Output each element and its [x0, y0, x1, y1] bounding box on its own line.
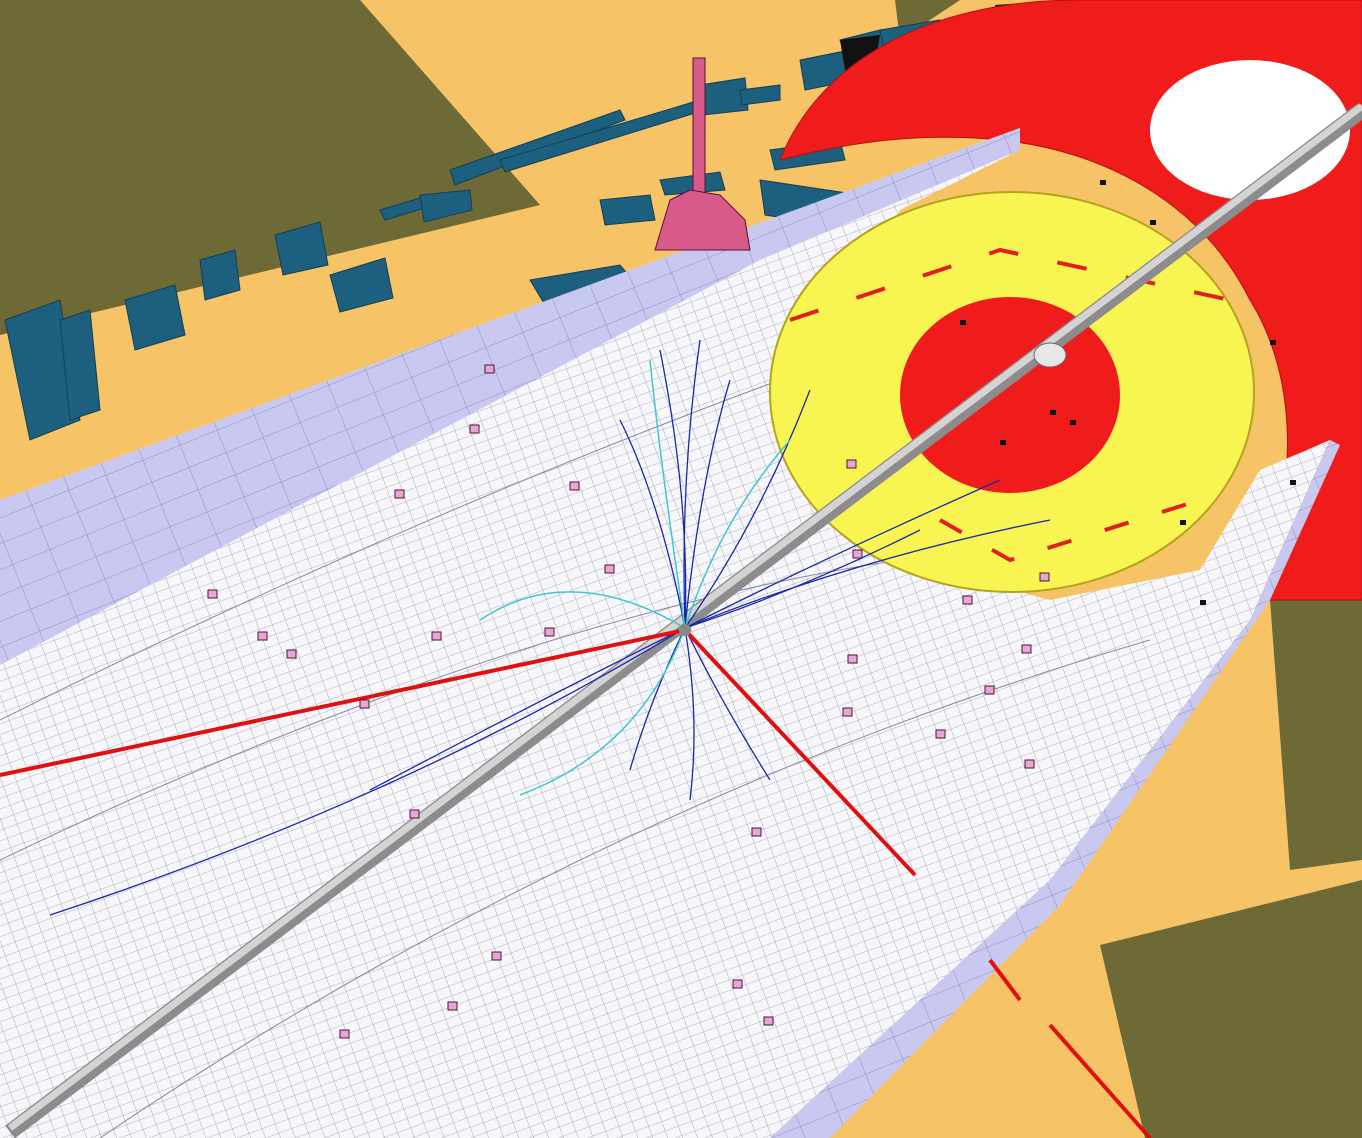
vertex [679, 624, 691, 636]
endcap-inner [900, 297, 1120, 493]
olive-panel [1100, 880, 1362, 1138]
grid-arc [0, 379, 781, 721]
energy-deposit [654, 189, 751, 251]
soft-tracks [479, 359, 791, 796]
jets [0, 628, 1152, 1138]
endcap-gap [939, 498, 1201, 563]
hits [207, 364, 1050, 1039]
grid-arc [0, 559, 901, 861]
endcap-hits [960, 180, 1296, 605]
tracks [49, 339, 1051, 916]
olive-panel [0, 0, 540, 335]
olive-panel [1270, 575, 1362, 870]
endcap-bore [1150, 60, 1350, 200]
barrel-edge [0, 128, 1020, 665]
beam-pipe-flange [1033, 342, 1067, 368]
endcap-gap [789, 247, 1231, 322]
